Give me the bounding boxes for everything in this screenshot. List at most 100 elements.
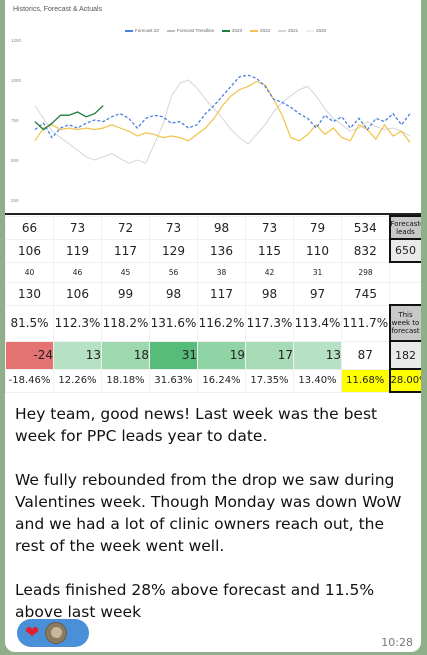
table-cell: 131.6% — [149, 304, 198, 342]
y-tick-label: 500 — [11, 158, 19, 163]
forecasted-leads-label: Forecasted leads — [388, 215, 421, 240]
message-paragraph-1: Hey team, good news! Last week was the b… — [15, 405, 378, 445]
table-cell: 112.3% — [53, 304, 102, 342]
table-cell: 97 — [293, 281, 342, 306]
table-cell: 66 — [5, 215, 54, 240]
table-cell: 534 — [341, 215, 390, 240]
legend-label: Forecast 23 — [135, 28, 159, 33]
series-line-forecast-23 — [34, 74, 411, 139]
table-cell: 42 — [245, 261, 294, 283]
table-cell: 106 — [5, 238, 54, 263]
table-cell: 745 — [341, 281, 390, 306]
legend-swatch — [166, 29, 175, 32]
table-cell: 11.68% — [341, 368, 390, 393]
table-cell: 117 — [197, 281, 246, 306]
table-cell: 119 — [53, 238, 102, 263]
series-line-2022 — [34, 80, 411, 143]
legend-swatch — [250, 29, 259, 32]
reactor-avatar — [45, 622, 68, 644]
table-cell: 18 — [101, 340, 150, 370]
legend-label: 2020 — [316, 28, 327, 33]
table-cell: 13 — [293, 340, 342, 370]
table-cell: 81.5% — [5, 304, 54, 342]
table-row: 40 46 45 56 38 42 31 298 — [5, 261, 421, 283]
table-cell: 98 — [245, 281, 294, 306]
table-cell: 31 — [293, 261, 342, 283]
forecasted-leads-value: 650 — [388, 238, 421, 263]
table-cell: 31.63% — [149, 368, 198, 393]
table-cell: 87 — [341, 340, 390, 370]
table-row: 66737273987379534Forecasted leads — [5, 215, 421, 240]
reactions-pill[interactable]: ❤ — [17, 619, 89, 647]
table-cell: 117.3% — [245, 304, 294, 342]
table-cell: 116.2% — [197, 304, 246, 342]
table-cell: 45 — [101, 261, 150, 283]
this-week-label: This week to forecast — [388, 304, 421, 342]
legend-item: Forecast 23 — [125, 28, 159, 33]
legend-label: 2023 — [232, 28, 243, 33]
empty-cell — [389, 261, 421, 283]
table-cell: 73 — [53, 215, 102, 240]
empty-cell — [389, 281, 421, 306]
table-cell: 98 — [149, 281, 198, 306]
table-cell: 110 — [293, 238, 342, 263]
stats-table: 66737273987379534Forecasted leads1061191… — [5, 213, 421, 398]
table-row: -18.46% 12.26% 18.18% 31.63% 16.24% 17.35% 13.… — [5, 368, 421, 393]
legend-item: 2020 — [306, 28, 326, 33]
y-tick-label: 1000 — [11, 78, 22, 83]
table-cell: -24 — [5, 340, 54, 370]
legend-label: 2021 — [288, 28, 299, 33]
legend-item: 2021 — [278, 28, 298, 33]
message-paragraph-2: We fully rebounded from the drop we saw … — [15, 471, 402, 555]
y-tick-label: 250 — [11, 198, 19, 203]
chart-image[interactable]: Historics, Forecast & Actuals Forecast 2… — [5, 0, 421, 213]
legend-label: 2022 — [260, 28, 271, 33]
table-cell: -18.46% — [5, 368, 54, 393]
table-cell: 130 — [5, 281, 54, 306]
table-cell: 115 — [245, 238, 294, 263]
message-time: 10:28 — [381, 636, 413, 649]
table-cell: 13.40% — [293, 368, 342, 393]
legend-swatch — [125, 29, 133, 32]
legend-swatch — [278, 29, 287, 32]
above-forecast-pct: 28.00% — [388, 368, 421, 393]
this-week-value: 182 — [388, 340, 421, 370]
heart-icon: ❤ — [25, 622, 40, 643]
table-cell: 136 — [197, 238, 246, 263]
table-cell: 113.4% — [293, 304, 342, 342]
table-cell: 106 — [53, 281, 102, 306]
table-cell: 73 — [149, 215, 198, 240]
legend-swatch — [306, 29, 315, 32]
table-cell: 56 — [149, 261, 198, 283]
table-cell: 79 — [293, 215, 342, 240]
table-cell: 73 — [245, 215, 294, 240]
table-row: 106 119 117 129 136 115 110 832 650 — [5, 238, 421, 263]
legend-swatch — [222, 29, 231, 32]
table-cell: 17.35% — [245, 368, 294, 393]
series-line-2023 — [34, 105, 104, 131]
table-cell: 118.2% — [101, 304, 150, 342]
table-cell: 31 — [149, 340, 198, 370]
table-cell: 72 — [101, 215, 150, 240]
table-cell: 38 — [197, 261, 246, 283]
table-cell: 19 — [197, 340, 246, 370]
series-line-2021 — [34, 79, 411, 164]
y-tick-label: 750 — [11, 118, 19, 123]
message-bubble: Historics, Forecast & Actuals Forecast 2… — [5, 0, 421, 652]
legend-label: Forecast Trendline — [176, 28, 215, 33]
table-cell: 18.18% — [101, 368, 150, 393]
table-cell: 46 — [53, 261, 102, 283]
table-cell: 12.26% — [53, 368, 102, 393]
chart-title: Historics, Forecast & Actuals — [13, 6, 103, 13]
table-cell: 98 — [197, 215, 246, 240]
message-text: Hey team, good news! Last week was the b… — [15, 403, 415, 645]
table-cell: 99 — [101, 281, 150, 306]
legend-item: Forecast Trendline — [166, 28, 215, 33]
table-cell: 117 — [101, 238, 150, 263]
table-cell: 17 — [245, 340, 294, 370]
table-cell: 16.24% — [197, 368, 246, 393]
legend-item: 2023 — [222, 28, 242, 33]
table-cell: 111.7% — [341, 304, 390, 342]
chart-legend: Forecast 23 Forecast Trendline 2023 2022 202… — [125, 28, 326, 33]
table-cell: 129 — [149, 238, 198, 263]
